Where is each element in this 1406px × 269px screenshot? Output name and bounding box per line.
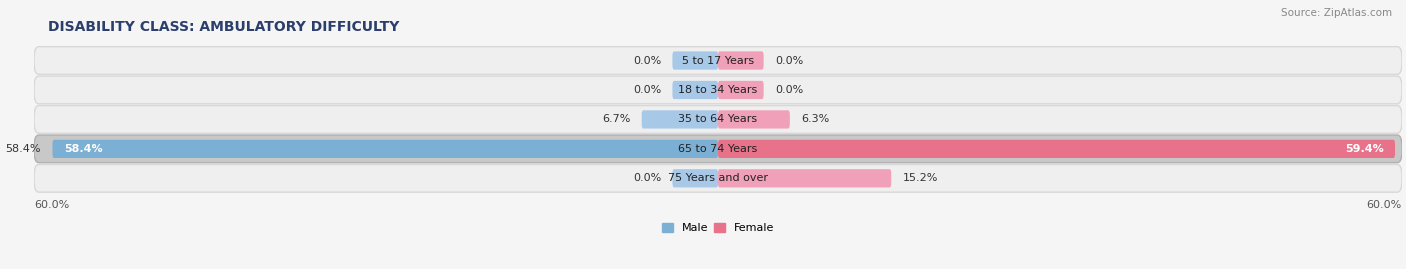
FancyBboxPatch shape [672,169,718,187]
Text: 35 to 64 Years: 35 to 64 Years [679,114,758,125]
FancyBboxPatch shape [641,110,718,129]
FancyBboxPatch shape [718,81,763,99]
Text: 59.4%: 59.4% [1346,144,1384,154]
Text: 0.0%: 0.0% [775,85,803,95]
Text: 15.2%: 15.2% [903,173,938,183]
Text: 0.0%: 0.0% [633,173,661,183]
Text: 5 to 17 Years: 5 to 17 Years [682,55,754,66]
Text: 75 Years and over: 75 Years and over [668,173,768,183]
Text: 6.7%: 6.7% [602,114,630,125]
Text: 60.0%: 60.0% [34,200,69,210]
Legend: Male, Female: Male, Female [658,219,779,238]
Text: 58.4%: 58.4% [6,144,41,154]
Text: 65 to 74 Years: 65 to 74 Years [679,144,758,154]
FancyBboxPatch shape [718,51,763,70]
FancyBboxPatch shape [718,169,891,187]
FancyBboxPatch shape [34,135,1402,163]
FancyBboxPatch shape [718,110,790,129]
Text: 60.0%: 60.0% [1367,200,1402,210]
Text: Source: ZipAtlas.com: Source: ZipAtlas.com [1281,8,1392,18]
Text: 6.3%: 6.3% [801,114,830,125]
Text: 0.0%: 0.0% [633,85,661,95]
FancyBboxPatch shape [672,51,718,70]
FancyBboxPatch shape [52,140,718,158]
Text: 0.0%: 0.0% [775,55,803,66]
FancyBboxPatch shape [34,76,1402,104]
FancyBboxPatch shape [34,105,1402,133]
Text: 58.4%: 58.4% [63,144,103,154]
Text: DISABILITY CLASS: AMBULATORY DIFFICULTY: DISABILITY CLASS: AMBULATORY DIFFICULTY [48,20,399,34]
FancyBboxPatch shape [718,140,1395,158]
FancyBboxPatch shape [672,81,718,99]
Text: 18 to 34 Years: 18 to 34 Years [679,85,758,95]
Text: 0.0%: 0.0% [633,55,661,66]
FancyBboxPatch shape [34,164,1402,192]
FancyBboxPatch shape [34,47,1402,74]
